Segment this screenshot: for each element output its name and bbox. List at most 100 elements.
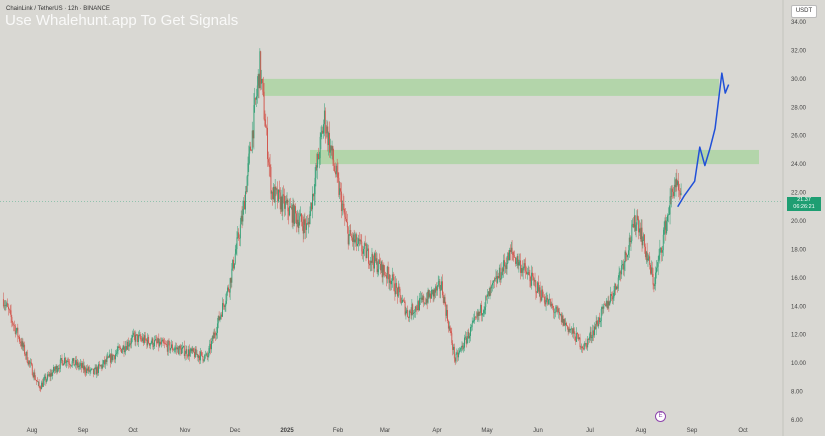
candle: [27, 357, 29, 366]
candle: [400, 295, 402, 304]
candle: [199, 350, 201, 365]
candle: [478, 308, 480, 323]
candle: [127, 337, 129, 351]
candle: [646, 242, 648, 263]
candle: [481, 300, 482, 322]
candle: [463, 342, 465, 353]
candle: [253, 93, 255, 150]
candle: [108, 355, 110, 359]
candle: [367, 244, 369, 252]
candle: [659, 239, 661, 264]
candle: [5, 300, 7, 311]
candle: [304, 212, 306, 233]
candle: [28, 360, 30, 367]
candle: [91, 368, 93, 371]
candle: [126, 340, 127, 351]
candle: [11, 314, 13, 328]
candle: [347, 226, 349, 250]
candle: [176, 342, 178, 355]
x-tick-label: Nov: [180, 428, 191, 434]
time-axis[interactable]: Aug Sep Oct Nov Dec 2025 Feb Mar Apr May Jun Jul Aug…: [27, 428, 748, 434]
candle: [13, 320, 15, 332]
candle: [461, 341, 463, 352]
candle: [575, 336, 577, 346]
candle: [25, 351, 27, 360]
candle: [449, 325, 451, 334]
candle: [156, 336, 158, 345]
candle: [4, 300, 6, 312]
candle: [30, 358, 32, 366]
candle: [363, 241, 365, 257]
candle: [98, 360, 100, 369]
candle: [471, 317, 473, 331]
candle: [605, 302, 606, 307]
candle: [349, 225, 351, 236]
candle: [103, 359, 105, 368]
candle: [504, 262, 506, 273]
candle: [150, 340, 152, 344]
candle: [556, 305, 558, 315]
candle: [333, 148, 335, 171]
candle: [190, 347, 192, 354]
candle: [109, 349, 111, 358]
candle: [432, 289, 434, 303]
candle: [326, 119, 328, 138]
candle: [186, 345, 188, 360]
candle: [244, 194, 246, 210]
plot-background: [0, 0, 783, 436]
candle: [515, 256, 516, 267]
candle: [170, 347, 172, 354]
candle: [264, 110, 266, 128]
candle: [404, 300, 406, 317]
candle: [229, 277, 231, 300]
candle: [374, 249, 376, 263]
event-marker-icon[interactable]: E: [655, 411, 666, 422]
candle: [182, 342, 184, 354]
x-tick-label: Mar: [380, 428, 390, 434]
candle: [618, 266, 620, 281]
candle: [329, 138, 331, 159]
candle: [267, 116, 268, 167]
candle: [137, 334, 139, 346]
candle: [430, 286, 432, 299]
candle: [365, 243, 367, 262]
candle: [582, 343, 584, 351]
candle: [361, 234, 363, 257]
candle: [113, 354, 115, 357]
candle: [533, 277, 535, 286]
candle: [374, 251, 375, 273]
candle: [224, 303, 226, 312]
candle: [534, 272, 536, 288]
candle: [489, 286, 491, 300]
candle: [50, 368, 52, 381]
candle: [58, 364, 60, 372]
candle: [538, 285, 540, 297]
candle: [662, 227, 664, 257]
candle: [227, 284, 229, 293]
candle: [2, 292, 4, 309]
candle: [500, 272, 502, 283]
price-axis[interactable]: 6.00 8.00 10.00 12.00 14.00 16.00 18.00 20.00 22…: [791, 20, 807, 424]
candle: [613, 285, 615, 301]
candle: [437, 275, 439, 287]
candle: [567, 326, 569, 336]
candle: [313, 184, 315, 206]
candle: [247, 156, 249, 186]
candle: [391, 278, 392, 291]
candle: [434, 288, 436, 300]
y-tick-label: 12.00: [791, 333, 807, 339]
candle: [656, 262, 658, 272]
candle: [250, 141, 251, 151]
candle: [294, 205, 296, 227]
currency-button[interactable]: USDT: [791, 5, 817, 18]
candle: [336, 158, 338, 184]
candle: [425, 292, 427, 306]
candle: [257, 69, 259, 99]
candle: [216, 326, 218, 340]
candle: [360, 233, 362, 245]
candle: [255, 97, 257, 105]
candle: [580, 345, 582, 350]
candle: [115, 349, 116, 364]
candle: [270, 164, 272, 200]
